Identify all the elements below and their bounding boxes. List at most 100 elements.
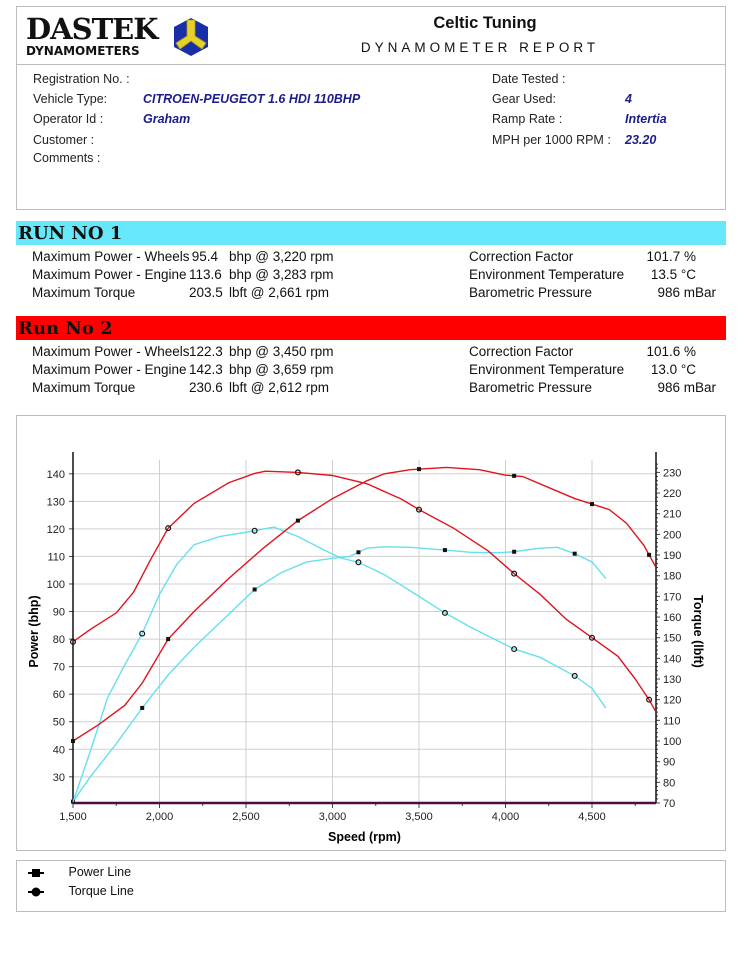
env-value: 101.7 % [646, 249, 696, 264]
torque-marker [646, 696, 653, 703]
x-tick-label: 4,500 [578, 811, 606, 823]
env-value: 101.6 % [646, 344, 696, 359]
y-axis-title: Power (bhp) [27, 595, 41, 667]
y-tick-label: 60 [53, 689, 65, 701]
x-axis-title: Speed (rpm) [328, 830, 401, 844]
stat-value: 230.6 [189, 380, 223, 395]
dastek-logo: DASTEK DYNAMOMETERS [26, 14, 216, 60]
torque-marker [571, 672, 578, 679]
torque-marker [69, 638, 76, 645]
stat-label: Maximum Power - Wheels [32, 344, 190, 359]
power-marker [572, 551, 577, 556]
torque-marker [139, 630, 146, 637]
comments-label: Comments : [33, 151, 101, 165]
stat-unit: bhp @ 3,450 rpm [229, 344, 334, 359]
y-tick-label: 90 [53, 607, 65, 619]
vehicle-type-label: Vehicle Type: [33, 92, 108, 106]
y2-tick-label: 120 [663, 695, 681, 707]
env-label: Environment Temperature [469, 362, 625, 377]
y2-tick-label: 220 [663, 488, 681, 500]
y2-tick-label: 210 [663, 509, 681, 521]
torque-marker [511, 646, 518, 653]
y2-tick-label: 100 [663, 736, 681, 748]
run-1-title-bar: RUN NO 1 [16, 221, 726, 245]
torque-marker [355, 559, 362, 566]
ramp-rate-label: Ramp Rate : [492, 112, 563, 126]
run-2-title-bar: Run No 2 [16, 316, 726, 340]
operator-value: Graham [143, 112, 191, 126]
env-value: 13.0 °C [650, 362, 696, 377]
stat-unit: lbft @ 2,661 rpm [229, 285, 329, 300]
power-marker [252, 587, 257, 592]
y2-axis-title: Torque (lbft) [691, 595, 705, 668]
x-tick-label: 1,500 [59, 811, 87, 823]
mph-label: MPH per 1000 RPM : [492, 133, 611, 147]
vehicle-type-value: CITROEN-PEUGEOT 1.6 HDI 110BHP [143, 92, 361, 106]
series-line-torque-run2 [72, 470, 657, 713]
y-tick-label: 80 [53, 634, 65, 646]
y2-tick-label: 200 [663, 529, 681, 541]
x-tick-label: 3,000 [319, 811, 347, 823]
torque-marker [511, 570, 518, 577]
stat-unit: bhp @ 3,659 rpm [229, 362, 334, 377]
stat-label: Maximum Power - Engine [32, 267, 187, 282]
env-value: 13.5 °C [650, 267, 696, 282]
y2-tick-label: 110 [663, 715, 681, 727]
series-line-torque-run1 [72, 526, 607, 803]
torque-marker [251, 527, 258, 534]
torque-marker [165, 525, 172, 532]
power-marker [166, 637, 171, 642]
torque-marker [415, 506, 422, 513]
mph-value: 23.20 [625, 133, 657, 147]
power-marker [512, 549, 517, 554]
y-tick-label: 140 [47, 469, 65, 481]
series-line-power-run1 [72, 546, 607, 803]
report-header [16, 6, 726, 210]
y-tick-label: 70 [53, 662, 65, 674]
y-tick-label: 110 [47, 551, 65, 563]
x-tick-label: 4,000 [492, 811, 520, 823]
stat-label: Maximum Torque [32, 285, 136, 300]
y2-tick-label: 70 [663, 798, 675, 810]
y2-tick-label: 140 [663, 653, 681, 665]
env-label: Barometric Pressure [469, 380, 593, 395]
env-label: Correction Factor [469, 344, 574, 359]
power-marker [442, 548, 447, 553]
y2-tick-label: 150 [663, 633, 681, 645]
circle-marker-icon [28, 887, 44, 897]
company-name: Celtic Tuning [433, 14, 537, 32]
y-tick-label: 30 [53, 772, 65, 784]
y2-tick-label: 160 [663, 612, 681, 624]
stat-value: 95.4 [191, 249, 218, 264]
stat-unit: bhp @ 3,220 rpm [229, 249, 334, 264]
power-marker [71, 739, 75, 744]
y-tick-label: 50 [53, 717, 65, 729]
stat-unit: bhp @ 3,283 rpm [229, 267, 334, 282]
legend: Power Line Torque Line [16, 860, 726, 912]
torque-marker [294, 469, 301, 476]
y2-tick-label: 90 [663, 757, 675, 769]
stat-value: 203.5 [189, 285, 223, 300]
stat-value: 122.3 [189, 344, 223, 359]
power-marker [512, 473, 517, 478]
y2-tick-label: 130 [663, 674, 681, 686]
y2-tick-label: 80 [663, 777, 675, 789]
x-tick-label: 3,500 [405, 811, 433, 823]
header-divider [16, 64, 726, 65]
env-value: 986 mBar [657, 380, 716, 395]
power-marker [647, 552, 652, 557]
torque-marker [441, 609, 448, 616]
y2-tick-label: 230 [663, 467, 681, 479]
y-tick-label: 40 [53, 744, 65, 756]
gear-value: 4 [625, 92, 632, 106]
power-marker [295, 518, 300, 523]
report-title: DYNAMOMETER REPORT [360, 40, 600, 55]
square-marker-icon [28, 868, 44, 877]
series-line-power-run2 [72, 466, 657, 742]
dyno-chart: 1,500 2,000 2,500 3,000 3,500 4,000 4,500 30 40 5… [27, 452, 705, 844]
power-marker [140, 705, 145, 710]
stat-value: 113.6 [189, 267, 222, 282]
date-tested-label: Date Tested : [492, 72, 566, 86]
stat-value: 142.3 [189, 362, 223, 377]
y2-tick-label: 170 [663, 591, 681, 603]
